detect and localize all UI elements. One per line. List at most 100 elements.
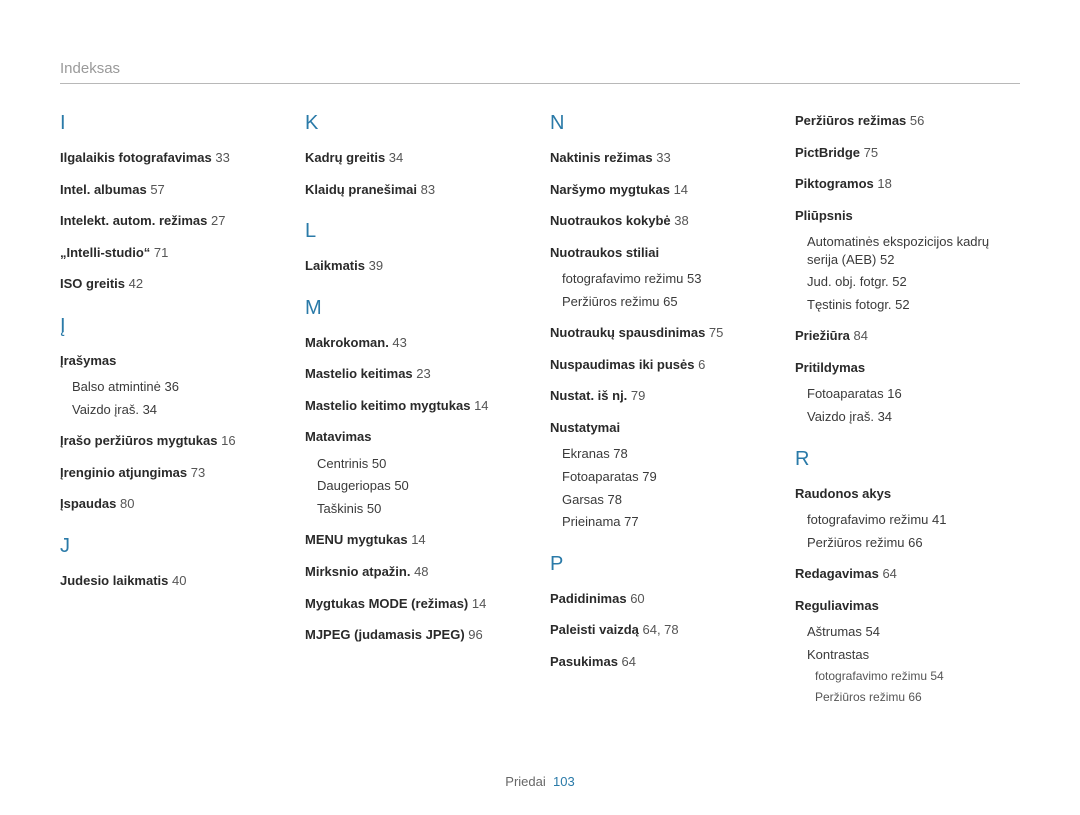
index-entry[interactable]: Nuotraukos kokybė 38 (550, 212, 775, 230)
index-page: Indeksas IIlgalaikis fotografavimas 33In… (0, 0, 1080, 719)
entry-page: 75 (864, 145, 878, 160)
entry-page: 6 (698, 357, 705, 372)
index-entry[interactable]: MENU mygtukas 14 (305, 531, 530, 549)
index-subentry[interactable]: Fotoaparatas 79 (562, 468, 775, 486)
index-entry[interactable]: Reguliavimas (795, 597, 1020, 615)
index-subentry[interactable]: Balso atmintinė 36 (72, 378, 285, 396)
index-column: I Ilgalaikis fotografavimas 33 Intel. albu… (60, 112, 285, 719)
entry-page: 23 (416, 366, 430, 381)
index-subentry[interactable]: Vaizdo įraš. 34 (807, 408, 1020, 426)
index-column: KKadrų greitis 34Klaidų pranešimai 83LLa… (305, 112, 530, 719)
entry-page: 84 (854, 328, 868, 343)
index-entry[interactable]: Nuspaudimas iki pusės 6 (550, 356, 775, 374)
index-column: Peržiūros režimas 56 PictBridge 75 Piktogr… (795, 112, 1020, 719)
index-entry[interactable]: Mygtukas MODE (režimas) 14 (305, 595, 530, 613)
index-entry[interactable]: Makrokoman. 43 (305, 334, 530, 352)
index-subentry[interactable]: Taškinis 50 (317, 500, 530, 518)
entry-page: 38 (674, 213, 688, 228)
index-entry[interactable]: Pliūpsnis (795, 207, 1020, 225)
index-entry[interactable]: Įrašymas (60, 352, 285, 370)
index-subsubentry[interactable]: fotografavimo režimu 54 (815, 668, 1020, 684)
entry-page: 64 (622, 654, 636, 669)
index-entry[interactable]: Kadrų greitis 34 (305, 149, 530, 167)
index-entry[interactable]: Judesio laikmatis 40 (60, 572, 285, 590)
entry-page: 43 (392, 335, 406, 350)
footer-label: Priedai (505, 774, 545, 789)
index-letter: I (60, 112, 285, 135)
entry-page: 73 (191, 465, 205, 480)
entry-page: 40 (172, 573, 186, 588)
index-entry[interactable]: Intel. albumas 57 (60, 181, 285, 199)
index-entry[interactable]: Įrašo peržiūros mygtukas 16 (60, 432, 285, 450)
index-entry[interactable]: ISO greitis 42 (60, 275, 285, 293)
index-entry[interactable]: Mastelio keitimo mygtukas 14 (305, 397, 530, 415)
index-entry[interactable]: Naršymo mygtukas 14 (550, 181, 775, 199)
index-entry[interactable]: Raudonos akys (795, 485, 1020, 503)
index-entry[interactable]: Piktogramos 18 (795, 175, 1020, 193)
entry-page: 14 (472, 596, 486, 611)
index-entry[interactable]: Paleisti vaizdą 64, 78 (550, 621, 775, 639)
index-subentry[interactable]: Vaizdo įraš. 34 (72, 401, 285, 419)
index-entry[interactable]: Priežiūra 84 (795, 327, 1020, 345)
entry-page: 18 (877, 176, 891, 191)
index-subentry[interactable]: fotografavimo režimu 41 (807, 511, 1020, 529)
index-entry[interactable]: Peržiūros režimas 56 (795, 112, 1020, 130)
index-entry[interactable]: Mirksnio atpažin. 48 (305, 563, 530, 581)
entry-page: 83 (421, 182, 435, 197)
index-subsubentry[interactable]: Peržiūros režimu 66 (815, 689, 1020, 705)
index-entry[interactable]: Nustatymai (550, 419, 775, 437)
index-letter: Į (60, 315, 285, 338)
entry-page: 27 (211, 213, 225, 228)
index-entry[interactable]: Padidinimas 60 (550, 590, 775, 608)
entry-page: 56 (910, 113, 924, 128)
index-subentry[interactable]: fotografavimo režimu 53 (562, 270, 775, 288)
entry-page: 48 (414, 564, 428, 579)
index-entry[interactable]: Įrenginio atjungimas 73 (60, 464, 285, 482)
index-subentry[interactable]: Ekranas 78 (562, 445, 775, 463)
index-subentry[interactable]: Aštrumas 54 (807, 623, 1020, 641)
index-subentry[interactable]: Prieinama 77 (562, 513, 775, 531)
index-subentry[interactable]: Jud. obj. fotgr. 52 (807, 273, 1020, 291)
index-entry[interactable]: MJPEG (judamasis JPEG) 96 (305, 626, 530, 644)
index-entry[interactable]: Pasukimas 64 (550, 653, 775, 671)
index-columns: I Ilgalaikis fotografavimas 33 Intel. albu… (60, 112, 1020, 719)
page-footer: Priedai 103 (0, 774, 1080, 789)
index-entry[interactable]: Nuotraukos stiliai (550, 244, 775, 262)
entry-page: 14 (411, 532, 425, 547)
index-entry[interactable]: PictBridge 75 (795, 144, 1020, 162)
index-subentry[interactable]: Kontrastas (807, 646, 1020, 664)
index-entry[interactable]: Nustat. iš nj. 79 (550, 387, 775, 405)
entry-page: 60 (630, 591, 644, 606)
index-subentry[interactable]: Fotoaparatas 16 (807, 385, 1020, 403)
index-entry[interactable]: Įspaudas 80 (60, 495, 285, 513)
entry-page: 33 (656, 150, 670, 165)
entry-page: 14 (474, 398, 488, 413)
index-entry[interactable]: Pritildymas (795, 359, 1020, 377)
index-subentry[interactable]: Tęstinis fotogr. 52 (807, 296, 1020, 314)
index-subentry[interactable]: Daugeriopas 50 (317, 477, 530, 495)
index-entry[interactable]: „Intelli-studio“ 71 (60, 244, 285, 262)
index-entry[interactable]: Ilgalaikis fotografavimas 33 (60, 149, 285, 167)
index-entry[interactable]: Laikmatis 39 (305, 257, 530, 275)
entry-page: 39 (369, 258, 383, 273)
index-subentry[interactable]: Automatinės ekspozicijos kadrų serija (A… (807, 233, 1020, 268)
index-entry[interactable]: Intelekt. autom. režimas 27 (60, 212, 285, 230)
index-entry[interactable]: Mastelio keitimas 23 (305, 365, 530, 383)
index-entry[interactable]: Redagavimas 64 (795, 565, 1020, 583)
index-letter: L (305, 220, 530, 243)
entry-page: 57 (150, 182, 164, 197)
entry-page: 80 (120, 496, 134, 511)
index-entry[interactable]: Naktinis režimas 33 (550, 149, 775, 167)
entry-page: 42 (129, 276, 143, 291)
entry-page: 16 (221, 433, 235, 448)
entry-page: 64 (882, 566, 896, 581)
index-entry[interactable]: Matavimas (305, 428, 530, 446)
entry-page: 75 (709, 325, 723, 340)
index-subentry[interactable]: Peržiūros režimu 65 (562, 293, 775, 311)
index-subentry[interactable]: Centrinis 50 (317, 455, 530, 473)
index-subentry[interactable]: Garsas 78 (562, 491, 775, 509)
index-subentry[interactable]: Peržiūros režimu 66 (807, 534, 1020, 552)
index-entry[interactable]: Klaidų pranešimai 83 (305, 181, 530, 199)
index-entry[interactable]: Nuotraukų spausdinimas 75 (550, 324, 775, 342)
index-letter: N (550, 112, 775, 135)
